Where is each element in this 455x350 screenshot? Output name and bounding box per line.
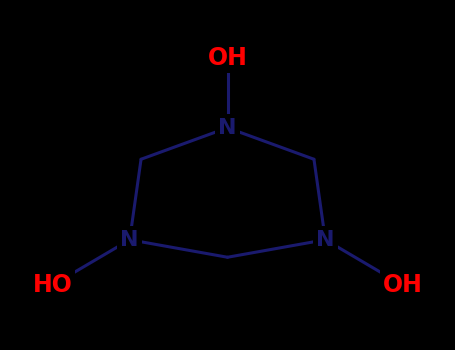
Text: OH: OH (383, 273, 423, 297)
Text: N: N (218, 118, 237, 138)
Text: HO: HO (32, 273, 72, 297)
Text: N: N (121, 230, 139, 250)
Text: N: N (316, 230, 334, 250)
Text: OH: OH (207, 46, 248, 70)
